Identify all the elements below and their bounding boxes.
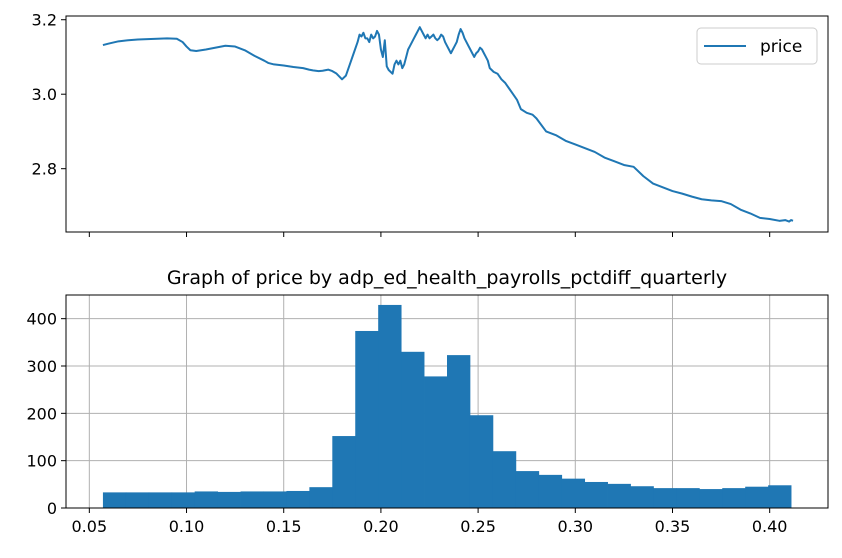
- x-tick-label-6: 0.35: [655, 517, 691, 536]
- top-y-tick-label-0: 2.8: [32, 160, 57, 179]
- histogram-bar-12: [378, 304, 402, 508]
- histogram-bar-6: [240, 491, 264, 508]
- top-y-tick-label-2: 3.2: [32, 11, 57, 30]
- histogram-bar-10: [332, 436, 356, 508]
- top-y-tick-label-1: 3.0: [32, 85, 57, 104]
- legend-label-price: price: [760, 37, 802, 57]
- histogram-bar-17: [492, 451, 517, 508]
- y-tick-label-4: 400: [26, 310, 57, 329]
- histogram-bar-21: [584, 481, 608, 508]
- x-tick-label-4: 0.25: [460, 517, 496, 536]
- histogram-bar-8: [286, 490, 310, 508]
- y-tick-label-2: 200: [26, 404, 57, 423]
- histogram-bar-23: [630, 486, 654, 508]
- y-tick-label-1: 100: [26, 452, 57, 471]
- histogram-bar-9: [309, 487, 333, 508]
- histogram-bar-26: [699, 489, 723, 508]
- histogram-bar-14: [424, 376, 448, 508]
- histogram-bar-22: [607, 483, 631, 508]
- histogram-bar-28: [745, 486, 769, 508]
- histogram-bar-19: [538, 474, 563, 508]
- x-tick-label-2: 0.15: [266, 517, 302, 536]
- histogram-bar-2: [148, 492, 173, 508]
- histogram-bar-0: [102, 492, 127, 508]
- legend-box: [696, 27, 818, 65]
- histogram-bar-24: [653, 488, 677, 508]
- histogram-bar-3: [171, 492, 196, 508]
- histogram-bar-11: [355, 330, 379, 508]
- x-tick-label-5: 0.30: [557, 517, 593, 536]
- legend: price: [696, 27, 818, 65]
- histogram-bar-15: [447, 355, 471, 508]
- histogram-bar-27: [722, 488, 746, 508]
- series-line-price: [102, 26, 794, 223]
- histogram-chart: Graph of price by adp_ed_health_payrolls…: [26, 267, 829, 536]
- chart-title: Graph of price by adp_ed_health_payrolls…: [167, 267, 727, 289]
- bottom-axes-frame: [65, 294, 829, 509]
- x-tick-label-7: 0.40: [752, 517, 788, 536]
- histogram-bar-5: [217, 491, 241, 508]
- y-tick-label-0: 0: [47, 499, 57, 518]
- histogram-bar-13: [401, 351, 425, 508]
- histogram-bar-29: [768, 485, 792, 508]
- histogram-bar-4: [194, 491, 219, 508]
- x-tick-label-1: 0.10: [169, 517, 205, 536]
- x-tick-label-0: 0.05: [72, 517, 108, 536]
- top-axes-frame: [65, 15, 829, 233]
- histogram-bar-25: [676, 488, 700, 508]
- x-tick-label-3: 0.20: [363, 517, 399, 536]
- histogram-bar-16: [469, 415, 494, 508]
- y-tick-label-3: 300: [26, 357, 57, 376]
- price-line-chart: 2.8 3.0 3.2 price: [32, 11, 829, 237]
- histogram-bar-1: [125, 492, 150, 508]
- histogram-bar-20: [561, 478, 586, 508]
- histogram-bar-18: [515, 471, 540, 508]
- histogram-bar-7: [263, 491, 287, 508]
